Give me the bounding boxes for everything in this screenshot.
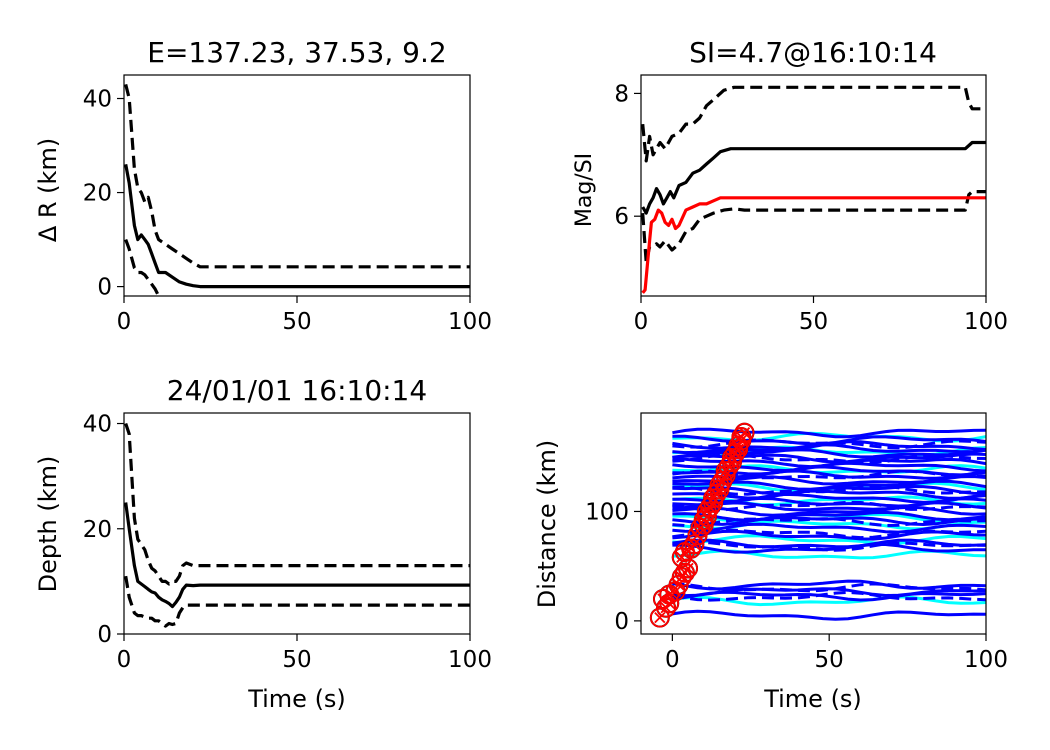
predicted-pick-circle (675, 562, 695, 583)
panel-mag-si: SI=4.7@16:10:14 0 50 100 6 8 Mag/SI (572, 36, 1008, 335)
x-tick-label: 50 (282, 309, 311, 335)
x-tick-label: 50 (815, 647, 844, 673)
panel-depth-title: 24/01/01 16:10:14 (167, 374, 427, 407)
predicted-pick-circle (718, 456, 739, 477)
station-trace-blue (672, 516, 986, 527)
y-tick-label: 0 (97, 275, 112, 301)
station-trace-blue-dashed (672, 528, 986, 540)
station-trace-blue (672, 590, 986, 602)
panel-delta-r-title: E=137.23, 37.53, 9.2 (147, 36, 446, 69)
x-tick-label: 100 (448, 309, 492, 335)
panel-depth-xlabel: Time (s) (247, 685, 346, 713)
dashed-bound-line (124, 239, 161, 296)
x-tick-label: 50 (799, 309, 828, 335)
station-trace-blue-dashed (672, 485, 986, 496)
pick-x-marker (738, 427, 751, 439)
y-tick-label: 40 (83, 87, 112, 113)
series-group (124, 84, 470, 296)
y-tick-label: 0 (614, 609, 629, 635)
station-trace-blue-dashed (672, 590, 986, 602)
predicted-pick-circle (681, 538, 702, 559)
y-tick-label: 6 (614, 204, 629, 230)
panel-distance-ylabel: Distance (km) (533, 440, 561, 609)
predicted-pick-circle (649, 607, 670, 628)
estimate-line (641, 196, 986, 294)
station-trace-blue-dashed (672, 517, 986, 528)
panel-depth-plot (124, 422, 470, 628)
panel-distance: 0 50 100 0 100 Distance (km) Time (s) (533, 412, 1008, 713)
panel-mag-si-plot (641, 85, 986, 294)
x-tick-label: 50 (282, 647, 311, 673)
station-trace-blue-dashed (672, 438, 986, 450)
station-trace-cyan (672, 534, 986, 546)
station-trace-blue-dashed (672, 469, 986, 480)
y-tick-label: 20 (83, 517, 112, 543)
predicted-pick-circle (731, 427, 752, 447)
predicted-pick-circle (700, 497, 720, 517)
station-trace-blue (672, 443, 986, 455)
panel-distance-frame (640, 412, 987, 635)
x-tick-label: 0 (117, 309, 132, 335)
station-trace-cyan (672, 595, 986, 607)
predicted-pick-circle (693, 510, 714, 531)
x-tick-label: 0 (117, 647, 132, 673)
station-trace-blue (672, 522, 986, 534)
x-tick-label: 100 (448, 647, 492, 673)
station-trace-blue (672, 510, 986, 522)
y-tick-label: 20 (83, 181, 112, 207)
station-trace-blue (672, 543, 986, 554)
series-group (641, 85, 986, 294)
station-trace-blue (672, 427, 986, 439)
station-trace-blue-dashed (672, 540, 986, 552)
estimate-line (124, 164, 470, 289)
y-tick-label: 100 (585, 499, 629, 525)
panel-delta-r-ticks: 0 50 100 0 20 40 (83, 87, 492, 335)
predicted-pick-circle (734, 422, 755, 443)
panel-mag-si-ticks: 0 50 100 6 8 (614, 81, 1008, 335)
x-tick-label: 0 (665, 647, 680, 673)
panel-mag-si-title: SI=4.7@16:10:14 (689, 36, 937, 69)
station-trace-blue (672, 501, 986, 512)
dashed-bound-line (641, 85, 986, 163)
station-trace-blue (672, 609, 986, 621)
panel-mag-si-frame (640, 74, 987, 297)
x-tick-label: 100 (964, 309, 1008, 335)
y-tick-label: 40 (83, 412, 112, 438)
panel-delta-r-ylabel: Δ R (km) (34, 138, 62, 242)
panel-distance-ticks: 0 50 100 0 100 (585, 499, 1008, 673)
panel-depth-ticks: 0 50 100 0 20 40 (83, 412, 492, 673)
station-trace-blue-dashed (672, 500, 986, 512)
predicted-pick-circle (703, 492, 724, 513)
station-trace-blue-dashed (672, 582, 986, 593)
estimate-line (124, 502, 470, 609)
series-group (124, 422, 470, 628)
x-tick-label: 100 (964, 647, 1008, 673)
predicted-pick-circle (715, 465, 736, 486)
panel-delta-r: E=137.23, 37.53, 9.2 0 50 100 0 20 40 Δ R (km… (34, 36, 492, 335)
station-trace-blue (672, 538, 986, 549)
dashed-bound-line (124, 84, 470, 269)
predicted-pick-circle (706, 484, 727, 504)
station-trace-blue-dashed (672, 453, 986, 465)
panel-distance-plot (649, 422, 986, 628)
station-trace-blue (672, 484, 986, 496)
predicted-pick-circle (678, 558, 698, 579)
panel-distance-xlabel: Time (s) (763, 685, 862, 713)
dashed-bound-line (124, 575, 470, 628)
panel-depth-ylabel: Depth (km) (34, 456, 62, 593)
y-tick-label: 8 (614, 81, 629, 107)
y-tick-label: 0 (97, 622, 112, 648)
panel-depth: 24/01/01 16:10:14 0 50 100 0 20 40 Depth (km)… (34, 374, 492, 713)
estimate-line (641, 140, 986, 215)
dashed-bound-line (124, 422, 470, 586)
dashed-bound-line (641, 190, 986, 264)
panel-delta-r-frame (123, 74, 471, 297)
pick-x-marker (654, 611, 666, 624)
panel-mag-si-ylabel: Mag/SI (572, 153, 597, 227)
panel-delta-r-plot (124, 84, 470, 296)
x-tick-label: 0 (634, 309, 649, 335)
